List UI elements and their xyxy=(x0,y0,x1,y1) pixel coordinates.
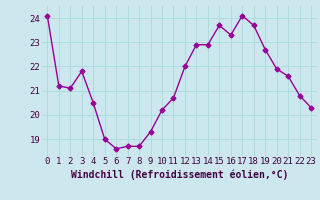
X-axis label: Windchill (Refroidissement éolien,°C): Windchill (Refroidissement éolien,°C) xyxy=(70,169,288,180)
